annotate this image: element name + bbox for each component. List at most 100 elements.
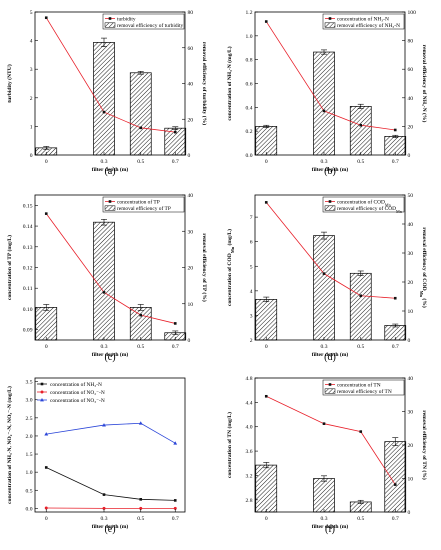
ytick-label-f: 2.8 [246,498,253,504]
legend-bar-label-d: removal efficiency of CODMn [337,205,403,214]
chart-panel-d: 2 3 4 5 6 7 0 10 20 30 40 50 0 0.3 0.5 0.7 filter depth … [226,193,428,363]
ytick-right-label-a: 60 [188,46,194,52]
yaxis-right-title-f: removal efficiency of TN (%) [421,410,428,480]
legend-marker-c [108,200,112,203]
legend-line-label-c: concentration of TP [117,199,160,206]
point-e-0-3 [173,499,177,502]
ytick-label-d: 7 [250,215,253,221]
ytick-label-b: 0.0 [246,153,253,159]
legend-line-label-f: concentration of TN [337,382,381,389]
point-e-1-0 [44,506,48,510]
yaxis-right-title-c: removal efficiency of TP (%) [201,233,208,302]
ytick-right-label-a: 80 [188,10,194,16]
ytick-label-c: 0.09 [23,328,33,334]
xtick-label-a-2: 0.5 [137,159,144,165]
ytick-label-d: 2 [250,338,253,344]
legend-box-a [102,13,185,30]
ytick-label-a: 4 [30,39,33,45]
ytick-label-a: 1 [30,124,33,130]
panel-label-a: (a) [104,166,115,177]
point-f-0-3 [393,483,397,486]
point-f-0-2 [359,430,363,433]
ytick-label-d: 5 [250,264,253,270]
chart-panel-e: 0.0 0.5 1.0 1.5 2.0 2.5 3.0 3.5 0 0.3 0.5 0.7 filter… [6,377,186,535]
ytick-right-label-c: 30 [188,229,194,235]
xtick-label-f-2: 0.5 [357,516,364,522]
ytick-right-label-a: 0 [188,153,191,159]
ytick-right-label-b: 40 [408,96,414,102]
plot-frame-d [254,194,406,341]
yaxis-title-c: concentration of TP (mg/L) [6,235,13,300]
yaxis-title-e: concentration of NH₃-N, NO₂⁻-N, NO₃⁻-N (… [6,386,13,504]
xtick-label-d-2: 0.5 [357,344,364,350]
bar-c-2 [129,307,152,341]
xtick-label-f-3: 0.7 [392,516,399,522]
ytick-right-label-d: 40 [408,222,414,228]
ytick-label-e: 1.0 [26,470,33,476]
xtick-label-d-3: 0.7 [392,344,399,350]
ytick-label-f: 4.4 [246,400,253,406]
plot-frame-e [34,377,186,513]
yaxis-title-f: concentration of TN (mg/L) [226,412,233,478]
ytick-right-label-d: 0 [408,338,411,344]
legend-box-f [322,379,405,396]
legend-line-label-a: turbidity [117,17,136,23]
panel-label-c: (c) [104,352,115,363]
series-line-e-2 [46,422,176,444]
bar-d-0 [255,299,278,341]
bar-a-1 [93,42,115,156]
legend-marker-e-2 [40,398,44,402]
ytick-label-a: 0 [30,153,33,159]
yaxis-title-a: turbidity (NTU) [6,64,13,103]
bar-b-0 [255,126,278,156]
point-a-0-3 [173,130,177,134]
ytick-right-label-d: 30 [408,251,414,257]
xtick-label-a-3: 0.7 [172,159,179,165]
ytick-label-b: 0.8 [246,58,253,64]
xaxis-title-c: filter depth (m) [92,351,129,358]
legend-line-label-b: concentration of NH₃-N [337,16,389,23]
ytick-label-e: 0.0 [26,506,33,512]
point-d-0-0 [264,201,268,204]
point-c-0-3 [173,322,177,325]
xtick-label-b-1: 0.3 [321,159,328,165]
yaxis-title-d: concentration of CODMn (mg/L) [226,229,235,306]
yaxis-right-title-b: removal efficiency of NH₃-N (%) [421,45,428,123]
ytick-label-e: 2.0 [26,434,33,440]
chart-panel-a: 0 1 2 3 4 5 0 20 40 60 80 0 0.3 0.5 0.7 filter depth (m… [6,10,208,177]
xtick-label-e-2: 0.5 [137,516,144,522]
point-e-1-1 [102,506,106,510]
legend-marker-e-1 [40,390,44,394]
xtick-label-d-1: 0.3 [321,344,328,350]
chart-panel-f: 2.8 3.2 3.6 4.0 4.4 4.8 0 10 20 30 40 0 0.3 0.5 0.7 fil… [226,376,428,535]
xaxis-title-e: filter depth (m) [92,523,129,530]
ytick-label-a: 3 [30,67,33,73]
xtick-label-c-0: 0 [45,344,48,350]
point-e-2-2 [138,421,143,425]
ytick-label-b: 1.2 [246,10,253,16]
point-d-0-1 [322,272,326,275]
ytick-label-c: 0.10 [23,307,33,313]
ytick-label-e: 3.0 [26,398,33,404]
point-b-0-3 [393,128,397,132]
yaxis-right-title-d: removal efficiency of CODMn (%) [420,227,429,308]
ytick-right-label-d: 20 [408,280,414,286]
ytick-label-c: 0.12 [23,266,33,272]
ytick-label-d: 6 [250,240,253,246]
point-a-0-2 [139,126,143,130]
bar-b-2 [349,106,372,156]
xtick-label-c-1: 0.3 [101,344,108,350]
ytick-right-label-a: 20 [188,117,194,123]
legend-box-b [322,13,405,30]
point-c-0-1 [102,291,106,294]
legend-bar-label-c: removal efficiency of TP [117,205,171,212]
series-line-b-0 [265,21,396,131]
xtick-label-f-1: 0.3 [321,516,328,522]
legend-marker-d [328,200,332,203]
series-line-f-0 [266,395,396,485]
legend-label-e-2: concentration of NO₃⁻-N [50,397,105,404]
legend-bar-swatch-f [324,388,336,394]
point-b-0-1 [322,109,326,113]
legend-label-e-1: concentration of NO₂⁻-N [50,389,105,396]
